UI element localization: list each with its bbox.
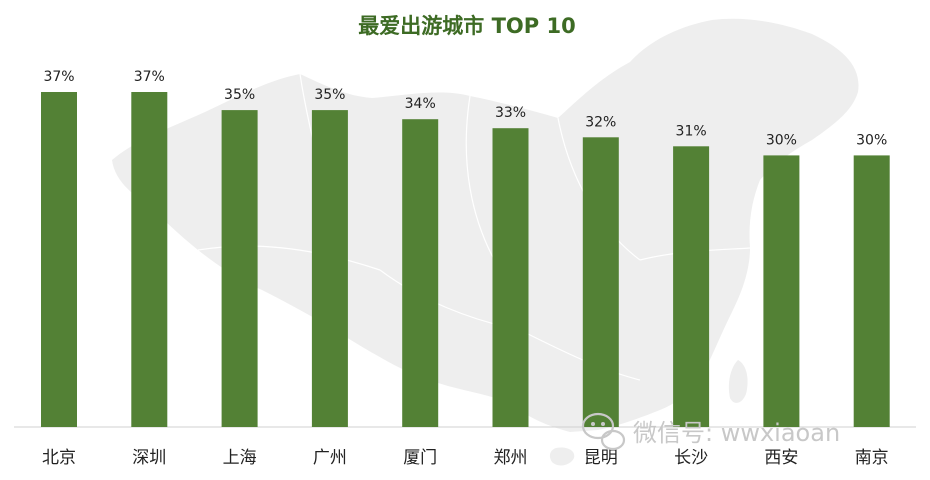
hainan-island [549,447,575,466]
category-label-9: 南京 [855,448,889,468]
category-label-0: 北京 [42,448,76,468]
data-label-4: 34% [405,96,436,112]
data-label-8: 30% [766,132,797,148]
bar-7 [673,146,710,428]
taiwan-island [728,360,748,403]
category-labels: 北京 深圳 上海 广州 厦门 郑州 昆明 长沙 西安 南京 [42,448,889,468]
wechat-watermark: 微信号: wwxiaoan [581,412,840,451]
bar-9 [853,155,890,427]
category-label-4: 厦门 [403,448,437,468]
bar-6 [582,137,619,428]
bar-0 [41,92,77,427]
data-label-6: 32% [585,114,616,130]
category-label-5: 郑州 [494,448,528,468]
bar-1 [131,92,168,427]
category-label-7: 长沙 [674,448,708,468]
province-border-3 [197,245,381,271]
data-label-7: 31% [676,123,707,139]
data-labels: 37% 37% 35% 35% 34% 33% 32% 31% 30% 30% [43,69,887,148]
bar-8 [763,155,800,427]
bar-2 [221,110,258,427]
wechat-icon [581,412,626,451]
province-border-1 [465,95,501,271]
data-label-3: 35% [314,87,345,103]
category-label-6: 昆明 [584,448,618,468]
bar-3 [311,110,348,427]
bar-5 [492,128,529,427]
data-label-2: 35% [224,87,255,103]
category-label-1: 深圳 [132,448,166,468]
bar-4 [402,119,439,427]
chart-title: 最爱出游城市 TOP 10 [358,14,575,38]
data-label-9: 30% [856,132,887,148]
bars [41,92,890,428]
data-label-1: 37% [134,69,165,85]
category-label-2: 上海 [223,448,257,468]
category-label-8: 西安 [764,448,798,468]
china-map-silhouette [112,18,859,433]
watermark-text: 微信号: wwxiaoan [633,419,840,447]
province-border-6 [519,329,641,381]
background-map-image [112,18,859,466]
category-label-3: 广州 [313,448,347,468]
data-label-5: 33% [495,105,526,121]
data-label-0: 37% [43,69,74,85]
